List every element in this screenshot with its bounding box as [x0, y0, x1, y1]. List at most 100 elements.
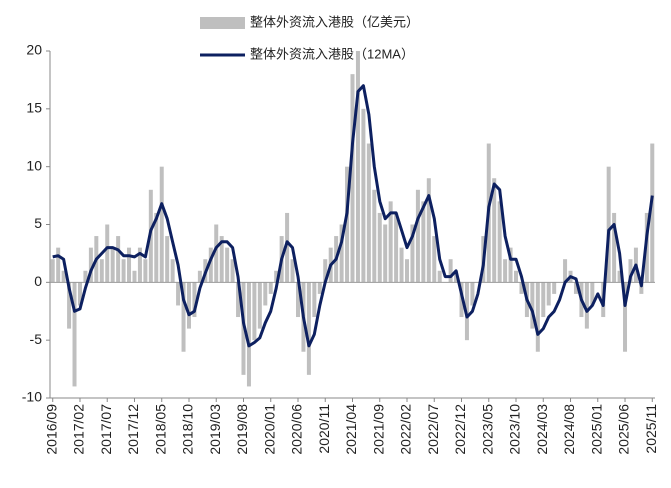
- legend-label: 整体外资流入港股（亿美元）: [250, 14, 419, 29]
- bar: [67, 282, 72, 329]
- bar: [208, 247, 213, 283]
- bar: [612, 212, 617, 283]
- y-tick-label: -10: [22, 389, 42, 405]
- y-tick-label: 20: [26, 42, 42, 58]
- bar: [323, 259, 328, 283]
- x-tick-label: 2023/05: [479, 404, 495, 455]
- bar: [366, 143, 371, 283]
- bar: [312, 282, 317, 318]
- legend-label: 整体外资流入港股（12MA）: [250, 46, 414, 61]
- bar: [143, 259, 148, 283]
- bar: [285, 212, 290, 283]
- bar: [88, 247, 93, 283]
- bar: [519, 282, 524, 294]
- x-tick-label: 2018/10: [180, 404, 196, 455]
- bar: [383, 224, 388, 283]
- bar: [355, 51, 360, 283]
- x-tick-label: 2021/09: [370, 404, 386, 455]
- bar: [72, 282, 77, 387]
- bar: [508, 247, 513, 283]
- x-tick-label: 2022/12: [452, 404, 468, 455]
- bar: [99, 259, 104, 283]
- bar: [377, 212, 382, 283]
- x-tick-label: 2022/02: [398, 404, 414, 455]
- bar: [274, 270, 279, 283]
- bar: [186, 282, 191, 329]
- bar: [535, 282, 540, 352]
- bar: [295, 282, 300, 318]
- bar: [399, 247, 404, 283]
- bar: [394, 212, 399, 283]
- bar: [110, 247, 115, 283]
- bar: [361, 108, 366, 283]
- bar: [470, 282, 475, 306]
- bar: [617, 270, 622, 283]
- y-tick-label: 0: [34, 273, 42, 289]
- bar: [230, 259, 235, 283]
- bar: [573, 282, 578, 294]
- x-tick-label: 2017/02: [71, 404, 87, 455]
- x-tick-label: 2025/11: [643, 404, 659, 454]
- bar: [137, 247, 142, 283]
- bar: [121, 259, 126, 283]
- bar: [105, 224, 110, 283]
- bar: [541, 282, 546, 318]
- bar: [61, 270, 66, 283]
- bar: [339, 224, 344, 283]
- bar: [530, 282, 535, 329]
- x-tick-label: 2016/09: [43, 404, 59, 455]
- bar: [405, 259, 410, 283]
- bar: [306, 282, 311, 375]
- bar: [345, 166, 350, 283]
- bar: [257, 282, 262, 329]
- bar: [628, 259, 633, 283]
- bar: [421, 201, 426, 283]
- bar: [197, 270, 202, 283]
- bar: [219, 236, 224, 283]
- bar: [263, 282, 268, 306]
- x-tick-label: 2017/12: [125, 404, 141, 455]
- legend-swatch: [200, 17, 245, 29]
- bar: [639, 282, 644, 294]
- bar: [116, 236, 121, 283]
- bar: [448, 259, 453, 283]
- bar: [181, 282, 186, 352]
- bar: [317, 282, 322, 294]
- bar: [77, 282, 82, 306]
- bar: [225, 247, 230, 283]
- x-tick-label: 2020/06: [289, 404, 305, 455]
- bar: [268, 282, 273, 294]
- x-tick-label: 2019/03: [207, 404, 223, 455]
- x-tick-label: 2019/08: [234, 404, 250, 455]
- x-tick-label: 2018/05: [152, 404, 168, 455]
- x-tick-label: 2025/06: [616, 404, 632, 455]
- bar: [170, 259, 175, 283]
- bar: [154, 212, 159, 283]
- bar: [415, 189, 420, 283]
- x-tick-label: 2020/11: [316, 404, 332, 454]
- bar: [56, 247, 61, 283]
- bar: [650, 143, 655, 283]
- y-tick-label: 5: [34, 215, 42, 231]
- bar: [388, 201, 393, 283]
- bar: [590, 282, 595, 306]
- bar: [492, 178, 497, 283]
- bar: [236, 282, 241, 318]
- bar: [127, 247, 132, 283]
- bar: [214, 224, 219, 283]
- bar: [410, 224, 415, 283]
- bar: [246, 282, 251, 387]
- bar: [563, 259, 568, 283]
- bar: [132, 270, 137, 283]
- y-tick-label: 10: [26, 157, 42, 173]
- bar: [426, 178, 431, 283]
- line: [52, 84, 654, 348]
- bar: [372, 189, 377, 283]
- bar: [50, 259, 55, 283]
- bar: [350, 74, 355, 283]
- x-tick-label: 2017/07: [98, 404, 114, 455]
- bar: [83, 270, 88, 283]
- bar: [159, 166, 164, 283]
- x-tick-label: 2023/10: [507, 404, 523, 455]
- bar: [497, 201, 502, 283]
